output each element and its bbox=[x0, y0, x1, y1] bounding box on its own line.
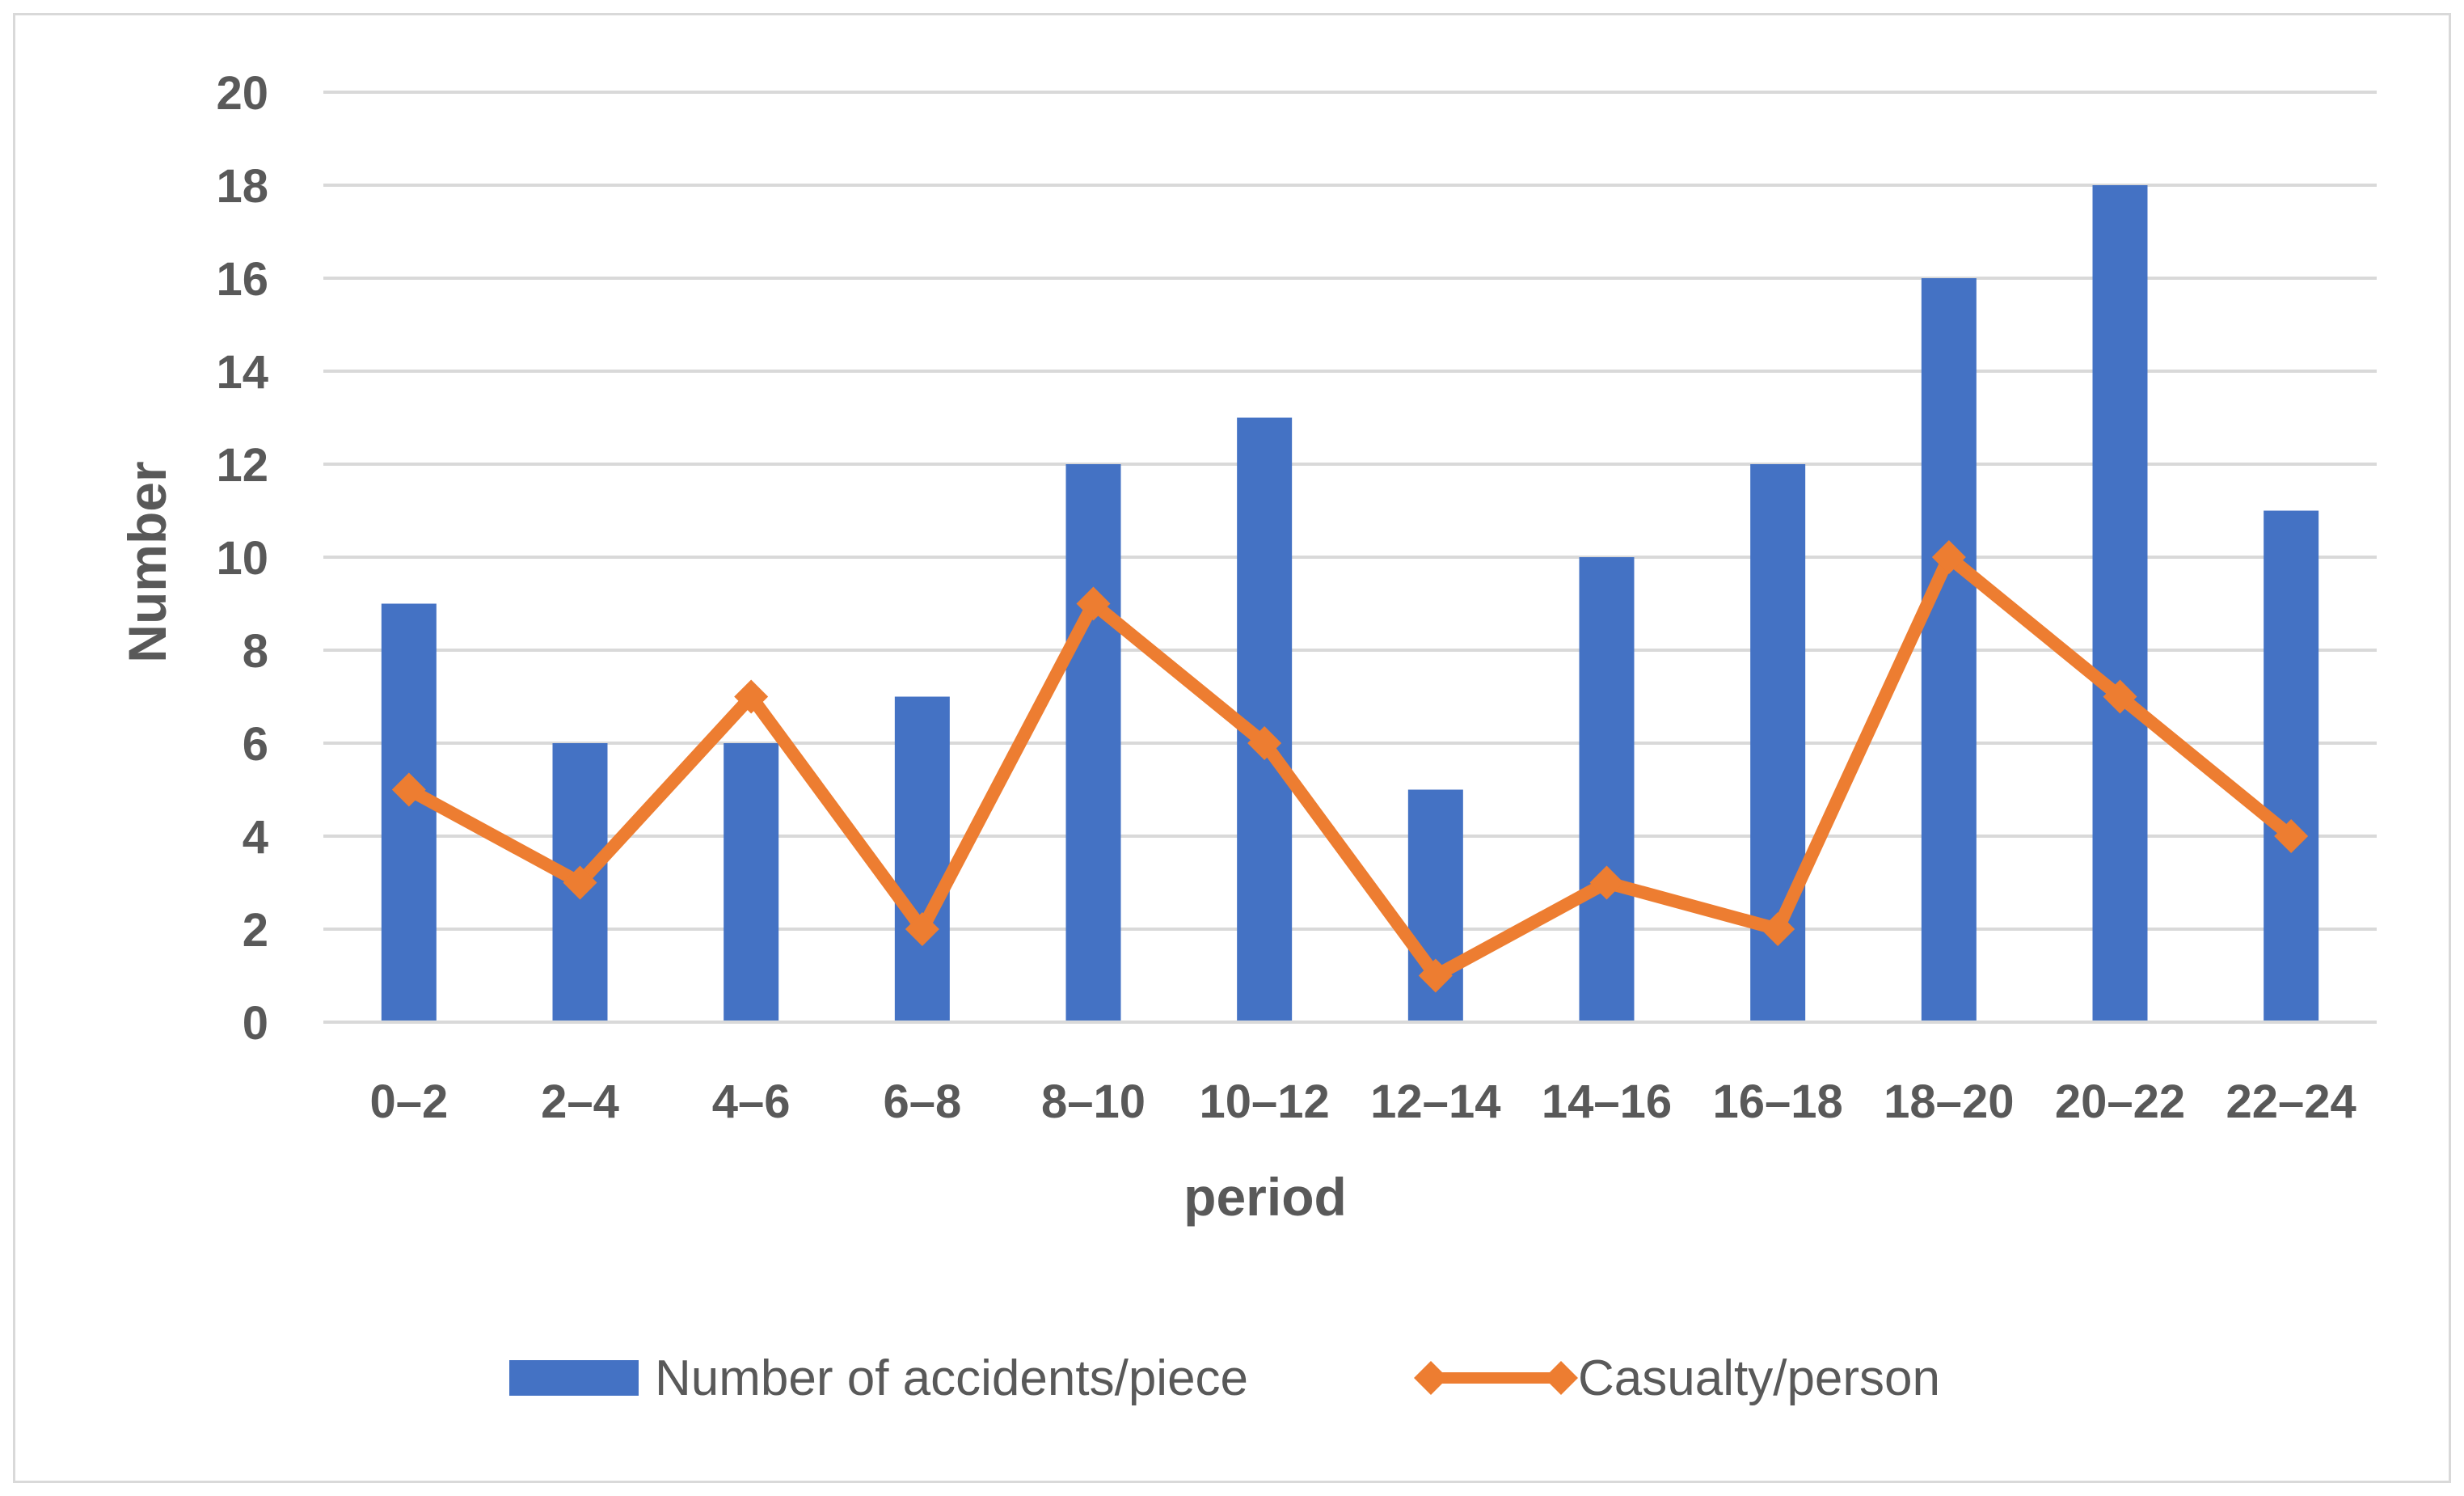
x-axis-title: period bbox=[1183, 1167, 1347, 1227]
point-casualty-22–24 bbox=[2274, 819, 2309, 853]
x-tick-label-14–16: 14–16 bbox=[1542, 1076, 1672, 1128]
y-tick-label-20: 20 bbox=[216, 67, 268, 120]
x-tick-label-2–4: 2–4 bbox=[541, 1076, 619, 1128]
point-casualty-4–6 bbox=[734, 679, 769, 714]
legend: Number of accidents/piece Casualty/perso… bbox=[509, 1350, 1940, 1406]
x-tick-label-22–24: 22–24 bbox=[2226, 1076, 2356, 1128]
x-tick-label-6–8: 6–8 bbox=[883, 1076, 961, 1128]
point-casualty-12–14 bbox=[1418, 958, 1453, 993]
x-tick-label-0–2: 0–2 bbox=[369, 1076, 448, 1128]
gridlines bbox=[323, 91, 2377, 931]
point-casualty-18–20 bbox=[1931, 540, 1966, 574]
point-casualty-2–4 bbox=[563, 865, 597, 900]
y-tick-label-0: 0 bbox=[243, 997, 268, 1050]
y-tick-label-12: 12 bbox=[216, 439, 268, 492]
bar-0–2 bbox=[381, 603, 437, 1022]
bar-18–20 bbox=[1921, 278, 1977, 1022]
legend-swatch-accidents bbox=[509, 1360, 639, 1396]
x-tick-label-18–20: 18–20 bbox=[1884, 1076, 2014, 1128]
point-casualty-10–12 bbox=[1247, 726, 1282, 760]
legend-marker-casualty-start bbox=[1414, 1361, 1448, 1395]
bar-14–16 bbox=[1579, 557, 1635, 1022]
y-tick-label-6: 6 bbox=[243, 718, 268, 771]
x-tick-label-12–14: 12–14 bbox=[1370, 1076, 1500, 1128]
y-tick-label-4: 4 bbox=[243, 811, 268, 864]
y-axis-ticks: 0 2 4 6 8 10 12 14 16 18 20 bbox=[216, 67, 268, 1050]
x-tick-label-8–10: 8–10 bbox=[1041, 1076, 1146, 1128]
y-tick-label-14: 14 bbox=[216, 346, 268, 399]
point-casualty-20–22 bbox=[2103, 679, 2137, 714]
x-tick-label-16–18: 16–18 bbox=[1713, 1076, 1843, 1128]
line-series bbox=[391, 540, 2309, 993]
x-tick-label-20–22: 20–22 bbox=[2055, 1076, 2185, 1128]
point-casualty-16–18 bbox=[1761, 912, 1795, 946]
point-casualty-14–16 bbox=[1589, 865, 1624, 900]
y-tick-label-10: 10 bbox=[216, 532, 268, 585]
bar-20–22 bbox=[2092, 185, 2148, 1022]
x-axis-ticks: 0–2 2–4 4–6 6–8 8–10 10–12 12–14 14–16 16–18 18–2… bbox=[369, 1076, 2356, 1128]
legend-label-casualty: Casualty/person bbox=[1578, 1350, 1940, 1406]
point-casualty-6–8 bbox=[905, 912, 939, 946]
y-tick-label-16: 16 bbox=[216, 253, 268, 306]
legend-label-accidents: Number of accidents/piece bbox=[655, 1350, 1248, 1406]
point-casualty-0–2 bbox=[391, 772, 426, 807]
bar-4–6 bbox=[724, 743, 779, 1022]
x-tick-label-10–12: 10–12 bbox=[1200, 1076, 1330, 1128]
y-tick-label-2: 2 bbox=[243, 904, 268, 957]
y-tick-label-8: 8 bbox=[243, 625, 268, 678]
bar-series bbox=[381, 185, 2319, 1022]
bar-8–10 bbox=[1065, 464, 1121, 1022]
y-tick-label-18: 18 bbox=[216, 160, 268, 213]
legend-marker-casualty-end bbox=[1544, 1361, 1578, 1395]
casualty-line bbox=[402, 551, 2298, 983]
bar-22–24 bbox=[2264, 510, 2319, 1022]
y-axis-title: Number bbox=[117, 461, 177, 662]
x-tick-label-4–6: 4–6 bbox=[712, 1076, 791, 1128]
bar-6–8 bbox=[894, 696, 950, 1022]
point-casualty-8–10 bbox=[1076, 586, 1111, 621]
